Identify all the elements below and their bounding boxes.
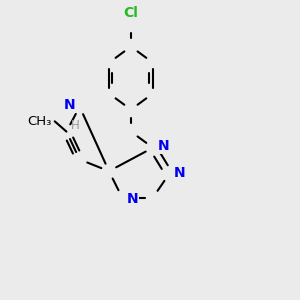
Text: N: N <box>173 166 185 180</box>
Text: N: N <box>157 139 169 153</box>
Text: CH₃: CH₃ <box>27 115 52 128</box>
Text: N: N <box>127 192 138 206</box>
Text: Cl: Cl <box>124 6 138 20</box>
Text: N: N <box>64 98 75 112</box>
Text: H: H <box>71 119 80 132</box>
